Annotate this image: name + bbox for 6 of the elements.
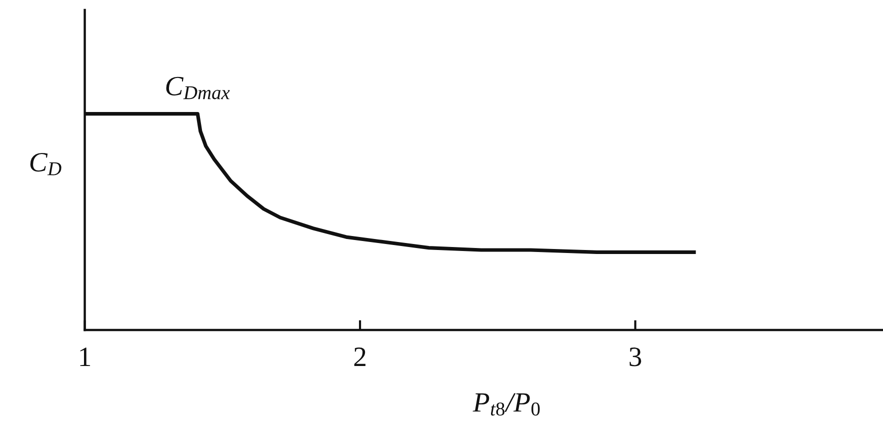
x-tick-label: 1	[80, 348, 90, 366]
annotation: C$_{Dmax}$	[166, 76, 230, 100]
x-tick-label: 2	[354, 348, 366, 366]
y-axis-title: C$_{D}$	[30, 152, 62, 176]
x-axis-title: P$_{t8}$/P$_{0}$	[472, 393, 540, 416]
x-tick-label: 3	[630, 348, 642, 366]
